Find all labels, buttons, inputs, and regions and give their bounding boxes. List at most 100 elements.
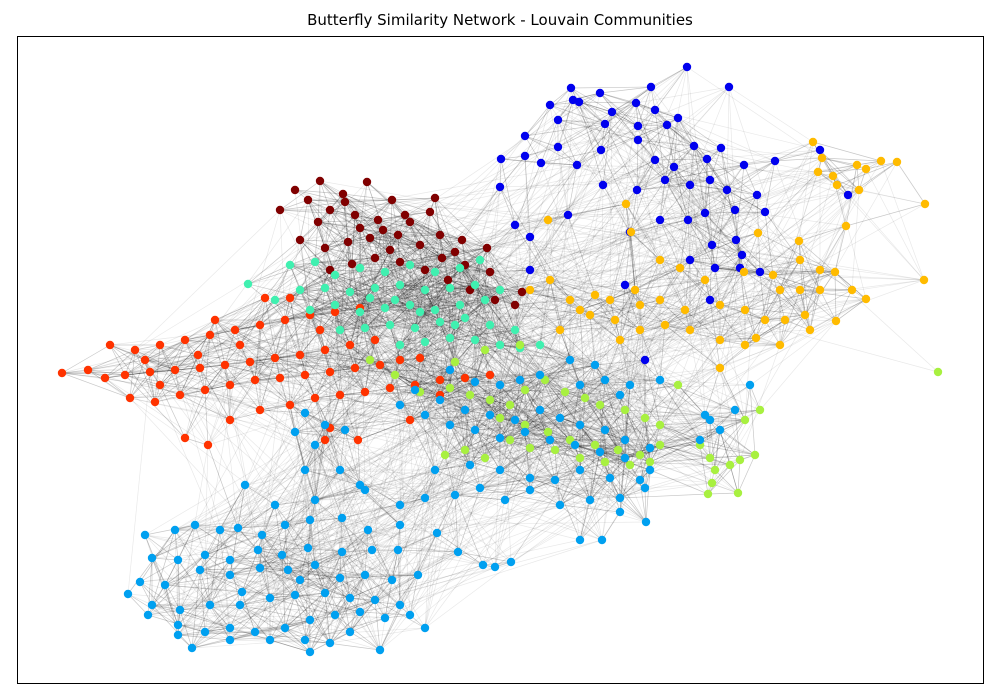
network-edge (599, 384, 631, 406)
network-edge (151, 484, 246, 559)
network-edge (151, 557, 231, 641)
network-node (920, 199, 930, 209)
network-edge (269, 289, 471, 599)
network-node (520, 427, 530, 437)
network-edge (624, 409, 651, 449)
network-edge (329, 394, 341, 429)
network-node (595, 88, 605, 98)
network-edge (664, 117, 679, 181)
network-edge (399, 404, 486, 459)
network-edge (241, 591, 351, 633)
network-edge (699, 409, 736, 441)
network-edge (474, 329, 516, 341)
network-edge (151, 604, 181, 611)
network-edge (743, 160, 776, 166)
network-edge (347, 241, 416, 329)
network-edge (259, 554, 283, 569)
network-edge (469, 379, 521, 466)
network-edge (629, 367, 721, 386)
network-edge (304, 412, 426, 416)
network-edge (559, 309, 686, 331)
network-edge (479, 259, 501, 346)
network-edge (261, 534, 283, 556)
network-edge (464, 431, 526, 451)
network-edge (707, 254, 743, 495)
network-edge (314, 397, 531, 479)
network-edge (399, 344, 501, 386)
network-edge (394, 299, 456, 326)
network-edge (664, 179, 716, 269)
network-edge (129, 349, 136, 399)
network-edge (529, 231, 632, 271)
network-edge (602, 159, 656, 186)
network-node (230, 325, 240, 335)
network-edge (369, 237, 691, 261)
network-edge (858, 161, 898, 191)
network-edge (304, 394, 471, 471)
network-edge (600, 149, 651, 449)
network-node (485, 410, 495, 420)
network-edge (237, 504, 276, 529)
network-edge (735, 164, 745, 241)
network-edge (394, 374, 411, 421)
network-edge (307, 519, 311, 549)
network-edge (389, 239, 463, 251)
network-edge (719, 339, 781, 346)
network-edge (579, 384, 621, 396)
network-edge (574, 394, 621, 446)
network-edge (339, 329, 491, 376)
network-edge (334, 287, 376, 306)
network-node (470, 425, 480, 435)
network-edge (479, 477, 531, 489)
network-edge (459, 304, 491, 326)
network-edge (650, 66, 688, 88)
network-edge (414, 384, 441, 396)
network-edge (549, 104, 606, 125)
network-edge (726, 160, 776, 191)
network-edge (219, 399, 491, 531)
network-edge (214, 319, 321, 331)
network-edge (229, 297, 266, 386)
network-edge (269, 549, 399, 599)
network-edge (719, 319, 786, 369)
network-edge (269, 599, 376, 641)
network-edge (417, 469, 436, 576)
network-edge (719, 339, 746, 346)
network-node (715, 363, 725, 373)
network-edge (659, 424, 711, 459)
network-edge (499, 289, 516, 331)
network-edge (489, 324, 561, 419)
network-edge (547, 431, 651, 449)
network-edge (419, 369, 451, 393)
network-node (517, 287, 527, 297)
network-edge (391, 487, 646, 581)
network-edge (229, 517, 343, 561)
network-edge (799, 271, 836, 291)
network-edge (624, 409, 651, 463)
network-edge (389, 199, 393, 251)
network-edge (719, 298, 867, 341)
network-node (641, 517, 651, 527)
network-node (305, 647, 315, 657)
network-edge (474, 284, 501, 386)
network-node (285, 400, 295, 410)
network-edge (399, 359, 441, 396)
network-edge (399, 539, 603, 606)
network-edge (399, 394, 471, 406)
network-node (173, 620, 183, 630)
network-edge (209, 329, 236, 336)
network-edge (454, 361, 549, 433)
network-edge (574, 231, 632, 446)
network-edge (449, 251, 456, 371)
network-edge (454, 247, 488, 363)
network-edge (304, 429, 346, 471)
network-edge (499, 186, 531, 238)
network-edge (314, 261, 326, 289)
network-node (443, 275, 453, 285)
network-edge (509, 404, 571, 441)
network-edge (557, 146, 578, 166)
network-edge (287, 569, 341, 579)
network-node (290, 185, 300, 195)
network-edge (737, 454, 756, 494)
network-edge (414, 279, 449, 329)
